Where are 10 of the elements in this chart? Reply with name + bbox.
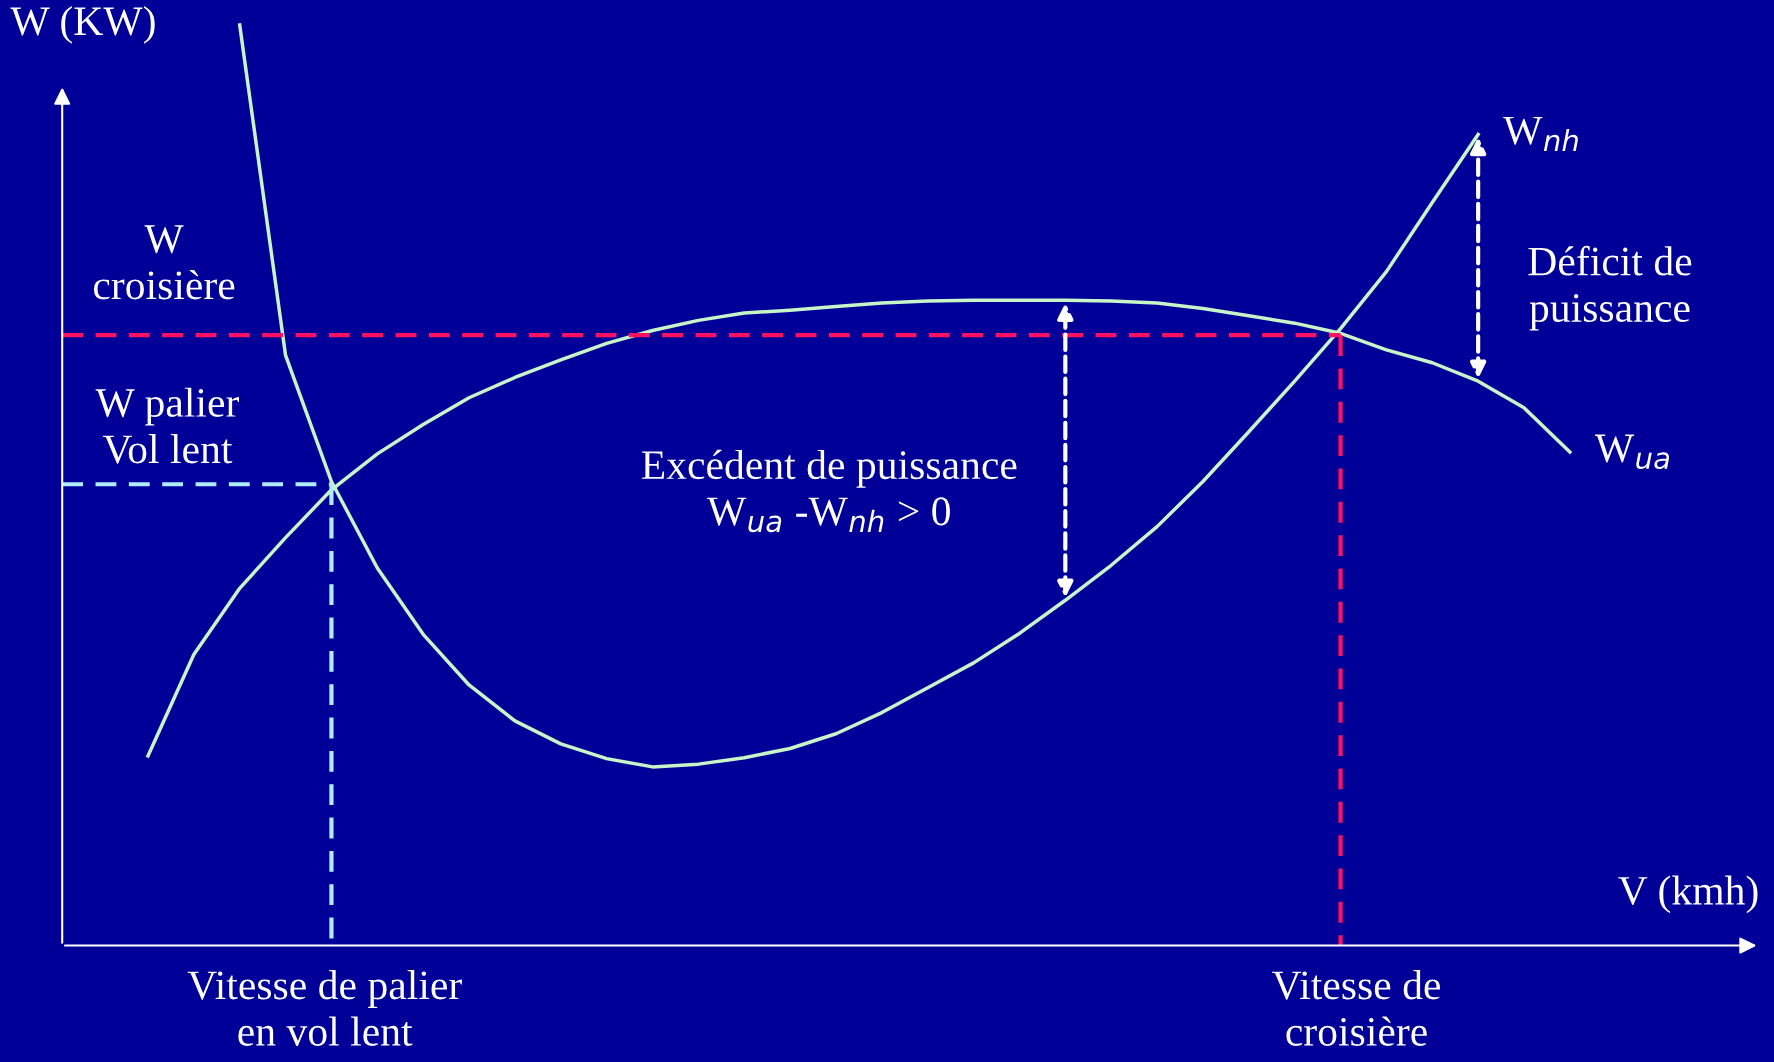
- x-axis-title: V (kmh): [1618, 875, 1758, 914]
- series-label: W$_{nh}$: [1503, 116, 1578, 152]
- annotation: Déficit de puissance: [1528, 245, 1692, 331]
- y-axis-title: W (KW): [10, 5, 155, 44]
- annotation: W palier Vol lent: [95, 387, 240, 464]
- text: Vitesse de palier en vol lent: [187, 970, 462, 1046]
- text: Vitesse de croisière: [1272, 970, 1441, 1046]
- annotation: Excédent de puissance W$_{ua}$ -W$_{nh}$ > 0: [641, 449, 1017, 533]
- series-label: W$_{ua}$: [1594, 434, 1670, 470]
- annotation: W croisière: [93, 225, 235, 300]
